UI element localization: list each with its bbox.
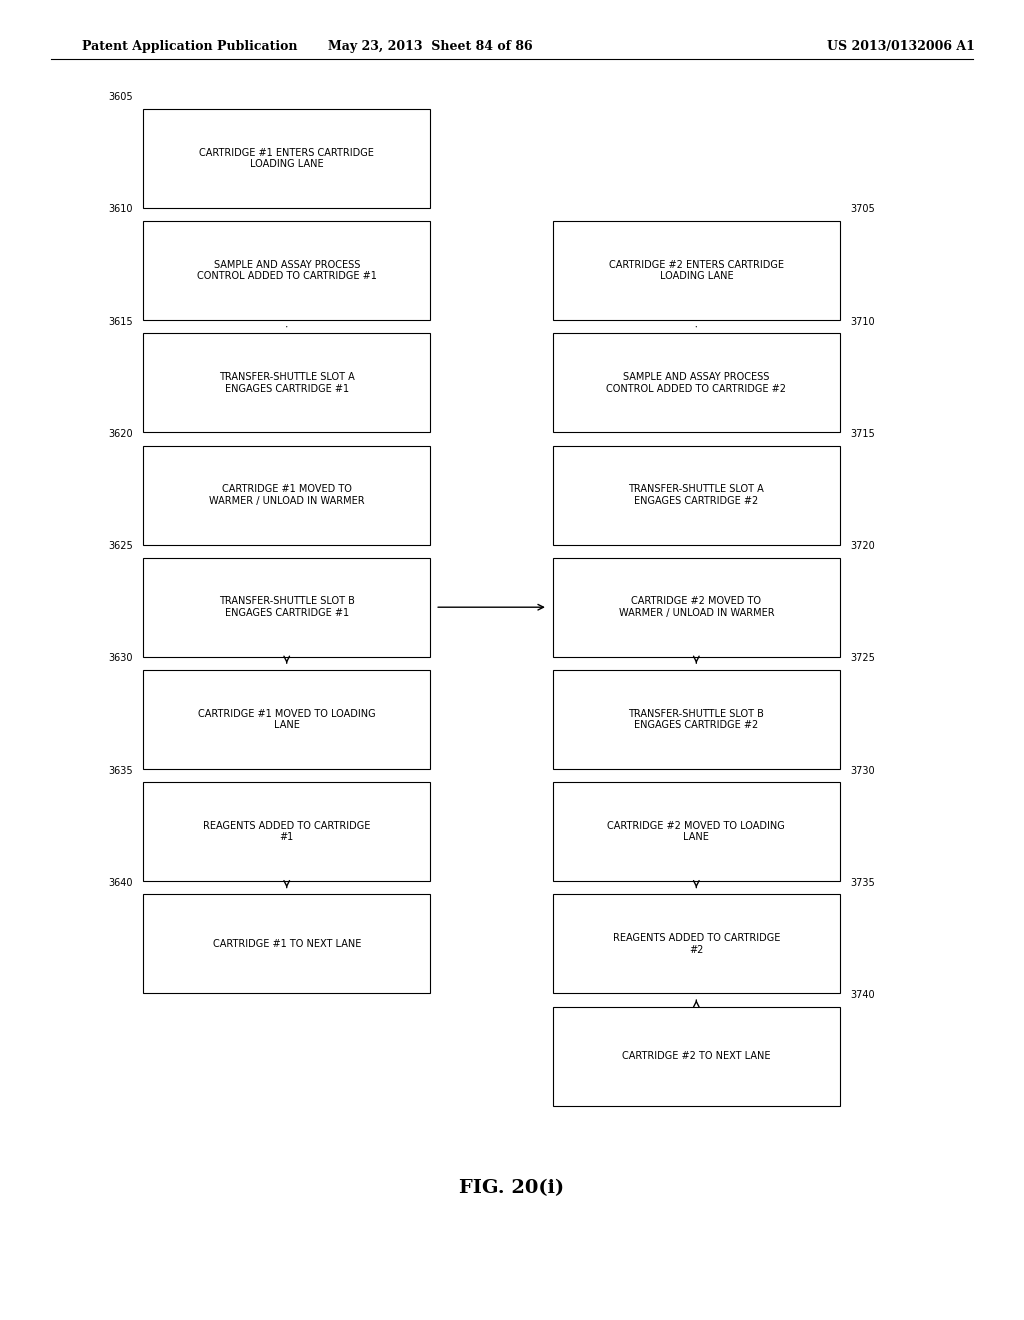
Text: 3610: 3610	[109, 205, 133, 214]
Text: REAGENTS ADDED TO CARTRIDGE
#2: REAGENTS ADDED TO CARTRIDGE #2	[612, 933, 780, 954]
Text: CARTRIDGE #1 TO NEXT LANE: CARTRIDGE #1 TO NEXT LANE	[213, 939, 360, 949]
FancyBboxPatch shape	[143, 557, 430, 656]
Text: 3735: 3735	[850, 878, 874, 888]
FancyBboxPatch shape	[553, 781, 840, 882]
Text: 3640: 3640	[109, 878, 133, 888]
Text: CARTRIDGE #2 MOVED TO LOADING
LANE: CARTRIDGE #2 MOVED TO LOADING LANE	[607, 821, 785, 842]
FancyBboxPatch shape	[143, 110, 430, 207]
Text: TRANSFER-SHUTTLE SLOT B
ENGAGES CARTRIDGE #1: TRANSFER-SHUTTLE SLOT B ENGAGES CARTRIDG…	[219, 597, 354, 618]
Text: TRANSFER-SHUTTLE SLOT B
ENGAGES CARTRIDGE #2: TRANSFER-SHUTTLE SLOT B ENGAGES CARTRIDG…	[629, 709, 764, 730]
FancyBboxPatch shape	[143, 895, 430, 994]
Text: SAMPLE AND ASSAY PROCESS
CONTROL ADDED TO CARTRIDGE #1: SAMPLE AND ASSAY PROCESS CONTROL ADDED T…	[197, 260, 377, 281]
Text: Patent Application Publication: Patent Application Publication	[82, 40, 297, 53]
FancyBboxPatch shape	[553, 895, 840, 994]
Text: 3725: 3725	[850, 653, 874, 664]
Text: 3730: 3730	[850, 766, 874, 776]
Text: TRANSFER-SHUTTLE SLOT A
ENGAGES CARTRIDGE #1: TRANSFER-SHUTTLE SLOT A ENGAGES CARTRIDG…	[219, 372, 354, 393]
Text: SAMPLE AND ASSAY PROCESS
CONTROL ADDED TO CARTRIDGE #2: SAMPLE AND ASSAY PROCESS CONTROL ADDED T…	[606, 372, 786, 393]
FancyBboxPatch shape	[553, 1007, 840, 1106]
Text: 3630: 3630	[109, 653, 133, 664]
Text: CARTRIDGE #1 MOVED TO
WARMER / UNLOAD IN WARMER: CARTRIDGE #1 MOVED TO WARMER / UNLOAD IN…	[209, 484, 365, 506]
FancyBboxPatch shape	[143, 220, 430, 319]
FancyBboxPatch shape	[143, 781, 430, 882]
Text: 3605: 3605	[109, 92, 133, 103]
Text: 3635: 3635	[109, 766, 133, 776]
Text: US 2013/0132006 A1: US 2013/0132006 A1	[827, 40, 975, 53]
Text: 3625: 3625	[109, 541, 133, 552]
Text: May 23, 2013  Sheet 84 of 86: May 23, 2013 Sheet 84 of 86	[328, 40, 532, 53]
Text: 3620: 3620	[109, 429, 133, 438]
Text: REAGENTS ADDED TO CARTRIDGE
#1: REAGENTS ADDED TO CARTRIDGE #1	[203, 821, 371, 842]
Text: 3715: 3715	[850, 429, 874, 438]
FancyBboxPatch shape	[553, 557, 840, 656]
FancyBboxPatch shape	[553, 671, 840, 768]
FancyBboxPatch shape	[553, 446, 840, 544]
FancyBboxPatch shape	[143, 446, 430, 544]
Text: CARTRIDGE #2 MOVED TO
WARMER / UNLOAD IN WARMER: CARTRIDGE #2 MOVED TO WARMER / UNLOAD IN…	[618, 597, 774, 618]
Text: CARTRIDGE #2 TO NEXT LANE: CARTRIDGE #2 TO NEXT LANE	[622, 1051, 771, 1061]
FancyBboxPatch shape	[553, 334, 840, 433]
FancyBboxPatch shape	[553, 220, 840, 319]
Text: FIG. 20(i): FIG. 20(i)	[460, 1179, 564, 1197]
Text: 3740: 3740	[850, 990, 874, 1001]
Text: TRANSFER-SHUTTLE SLOT A
ENGAGES CARTRIDGE #2: TRANSFER-SHUTTLE SLOT A ENGAGES CARTRIDG…	[629, 484, 764, 506]
Text: 3705: 3705	[850, 205, 874, 214]
Text: CARTRIDGE #1 ENTERS CARTRIDGE
LOADING LANE: CARTRIDGE #1 ENTERS CARTRIDGE LOADING LA…	[200, 148, 374, 169]
Text: 3720: 3720	[850, 541, 874, 552]
FancyBboxPatch shape	[143, 334, 430, 433]
Text: 3710: 3710	[850, 317, 874, 327]
Text: CARTRIDGE #2 ENTERS CARTRIDGE
LOADING LANE: CARTRIDGE #2 ENTERS CARTRIDGE LOADING LA…	[609, 260, 783, 281]
Text: CARTRIDGE #1 MOVED TO LOADING
LANE: CARTRIDGE #1 MOVED TO LOADING LANE	[198, 709, 376, 730]
FancyBboxPatch shape	[143, 671, 430, 768]
Text: 3615: 3615	[109, 317, 133, 327]
